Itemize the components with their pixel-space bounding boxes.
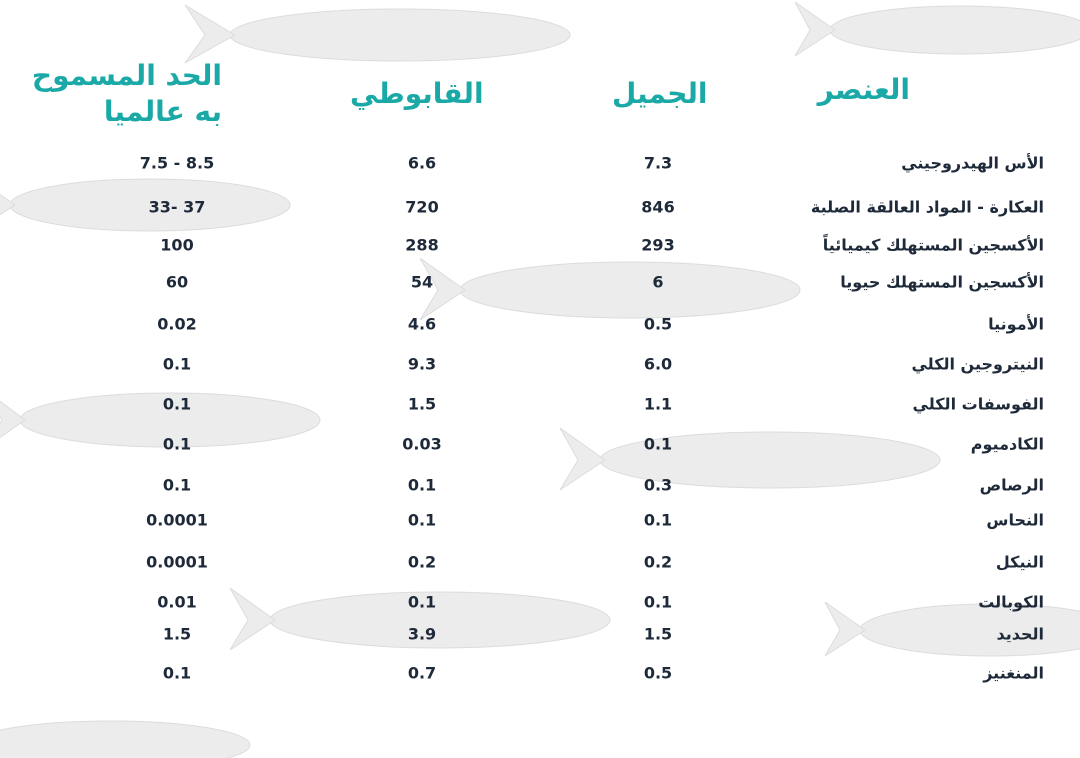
qaboti-value: 6.6 xyxy=(407,153,437,173)
limit-value: 0.1 xyxy=(162,663,192,683)
element-name: العكارة - المواد العالقة الصلبة xyxy=(810,197,1044,217)
jameel-value: 0.3 xyxy=(643,475,673,495)
qaboti-value: 288 xyxy=(405,235,439,255)
element-name: الرصاص xyxy=(979,475,1044,495)
qaboti-value: 0.7 xyxy=(407,663,437,683)
element-name: المنغنيز xyxy=(983,663,1044,683)
limit-value: 100 xyxy=(160,235,194,255)
header-element: العنصر xyxy=(817,73,910,106)
element-name: الكوبالت xyxy=(978,592,1044,612)
limit-value: 0.1 xyxy=(162,475,192,495)
qaboti-value: 0.1 xyxy=(407,475,437,495)
element-name: الأكسجين المستهلك حيويا xyxy=(840,272,1044,292)
limit-value: 0.1 xyxy=(162,354,192,374)
element-name: النيكل xyxy=(995,552,1044,572)
element-name: الأس الهيدروجيني xyxy=(901,153,1044,173)
jameel-value: 6 xyxy=(652,272,664,292)
header-limit: الحد المسموح به عالميا xyxy=(32,58,222,130)
jameel-value: 0.1 xyxy=(643,592,673,612)
element-name: الكادميوم xyxy=(970,434,1044,454)
limit-value: 0.1 xyxy=(162,394,192,414)
limit-value: 0.02 xyxy=(157,314,197,334)
jameel-value: 0.5 xyxy=(643,663,673,683)
element-name: الفوسفات الكلي xyxy=(912,394,1044,414)
header-limit-line: الحد المسموح xyxy=(31,59,222,92)
element-name: النحاس xyxy=(986,510,1044,530)
qaboti-value: 3.9 xyxy=(407,624,437,644)
limit-value: 33- 37 xyxy=(148,197,206,217)
element-name: الأمونيا xyxy=(988,314,1044,334)
qaboti-value: 720 xyxy=(405,197,439,217)
jameel-value: 6.0 xyxy=(643,354,673,374)
limit-value: 60 xyxy=(165,272,189,292)
jameel-value: 0.1 xyxy=(643,510,673,530)
limit-value: 7.5 - 8.5 xyxy=(139,153,215,173)
qaboti-value: 4.6 xyxy=(407,314,437,334)
limit-value: 0.1 xyxy=(162,434,192,454)
element-name: الحديد xyxy=(996,624,1044,644)
qaboti-value: 1.5 xyxy=(407,394,437,414)
jameel-value: 0.1 xyxy=(643,434,673,454)
jameel-value: 0.2 xyxy=(643,552,673,572)
qaboti-value: 0.03 xyxy=(402,434,442,454)
jameel-value: 293 xyxy=(641,235,675,255)
qaboti-value: 0.2 xyxy=(407,552,437,572)
qaboti-value: 0.1 xyxy=(407,592,437,612)
element-name: الأكسجين المستهلك كيميائياً xyxy=(822,235,1044,255)
header-jameel: الجميل xyxy=(612,77,708,110)
header-qaboti: القابوطي xyxy=(350,77,484,110)
jameel-value: 846 xyxy=(641,197,675,217)
jameel-value: 1.1 xyxy=(643,394,673,414)
qaboti-value: 9.3 xyxy=(407,354,437,374)
header-limit-line: به عالميا xyxy=(103,95,222,128)
jameel-value: 1.5 xyxy=(643,624,673,644)
limit-value: 0.01 xyxy=(157,592,197,612)
limit-value: 0.0001 xyxy=(146,510,208,530)
jameel-value: 0.5 xyxy=(643,314,673,334)
qaboti-value: 54 xyxy=(410,272,434,292)
limit-value: 0.0001 xyxy=(146,552,208,572)
jameel-value: 7.3 xyxy=(643,153,673,173)
limit-value: 1.5 xyxy=(162,624,192,644)
qaboti-value: 0.1 xyxy=(407,510,437,530)
element-name: النيتروجين الكلي xyxy=(911,354,1044,374)
